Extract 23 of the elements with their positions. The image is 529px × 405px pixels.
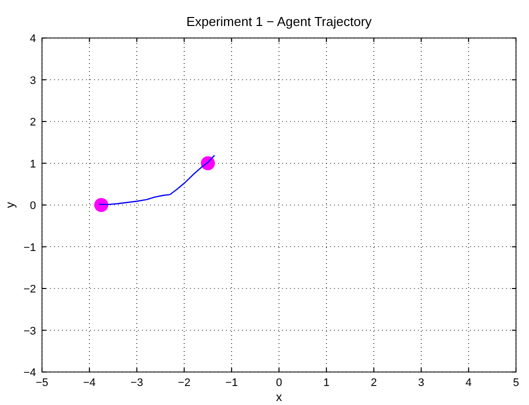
x-tick-label: 3: [418, 377, 424, 389]
x-tick-label: 5: [512, 377, 520, 389]
y-tick-label: 1: [30, 158, 36, 170]
y-tick-label: 2: [30, 116, 36, 128]
y-axis-title: y: [3, 202, 17, 208]
x-tick-label: −5: [36, 377, 48, 389]
y-tick-label: 0: [30, 200, 36, 212]
x-tick-label: −3: [130, 377, 144, 389]
y-tick-label: 4: [30, 33, 36, 45]
x-tick-label: −1: [225, 377, 238, 389]
x-tick-label: 1: [323, 377, 330, 389]
x-tick-label: −2: [178, 377, 190, 389]
y-tick-label: −4: [23, 367, 36, 379]
chart-title: Experiment 1 − Agent Trajectory: [186, 14, 372, 29]
y-tick-label: −2: [23, 284, 36, 296]
x-axis-title: x: [276, 390, 282, 404]
x-tick-label: 0: [276, 377, 282, 389]
x-tick-label: 4: [466, 377, 472, 389]
y-tick-label: −3: [23, 325, 36, 338]
x-tick-label: 2: [370, 377, 377, 389]
y-tick-label: −1: [23, 242, 36, 254]
y-tick-label: 3: [30, 74, 36, 87]
x-tick-label: −4: [83, 377, 96, 389]
